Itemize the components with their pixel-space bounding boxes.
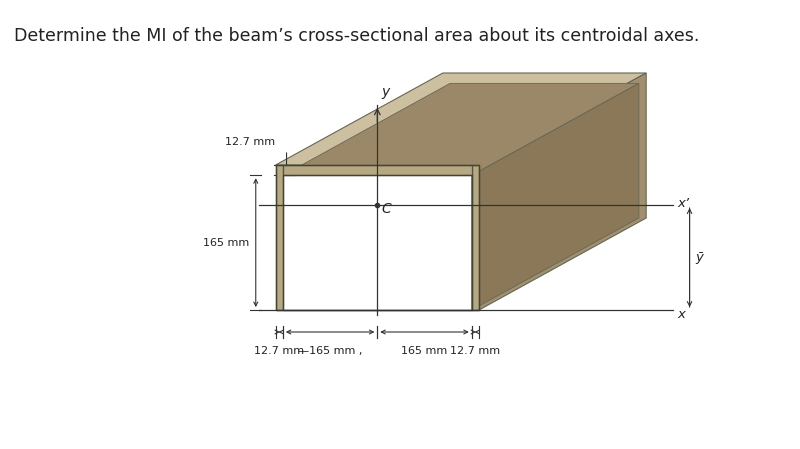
Polygon shape <box>472 84 639 310</box>
Polygon shape <box>479 73 646 310</box>
Polygon shape <box>283 165 472 176</box>
Text: x: x <box>677 308 685 321</box>
Text: 165 mm: 165 mm <box>402 346 448 356</box>
Text: ȳ: ȳ <box>695 251 703 264</box>
Polygon shape <box>283 84 639 176</box>
Polygon shape <box>472 165 479 310</box>
Text: x’: x’ <box>677 197 689 210</box>
Text: y: y <box>381 85 389 99</box>
Polygon shape <box>276 165 283 310</box>
Text: C: C <box>382 202 391 216</box>
Text: 12.7 mm: 12.7 mm <box>254 346 304 356</box>
Text: 12.7 mm: 12.7 mm <box>450 346 501 356</box>
Text: —165 mm ,: —165 mm , <box>298 346 362 356</box>
Text: Determine the MI of the beam’s cross-sectional area about its centroidal axes.: Determine the MI of the beam’s cross-sec… <box>14 27 699 45</box>
Polygon shape <box>276 73 646 165</box>
Text: 12.7 mm: 12.7 mm <box>226 137 275 147</box>
Text: 165 mm: 165 mm <box>203 238 250 248</box>
